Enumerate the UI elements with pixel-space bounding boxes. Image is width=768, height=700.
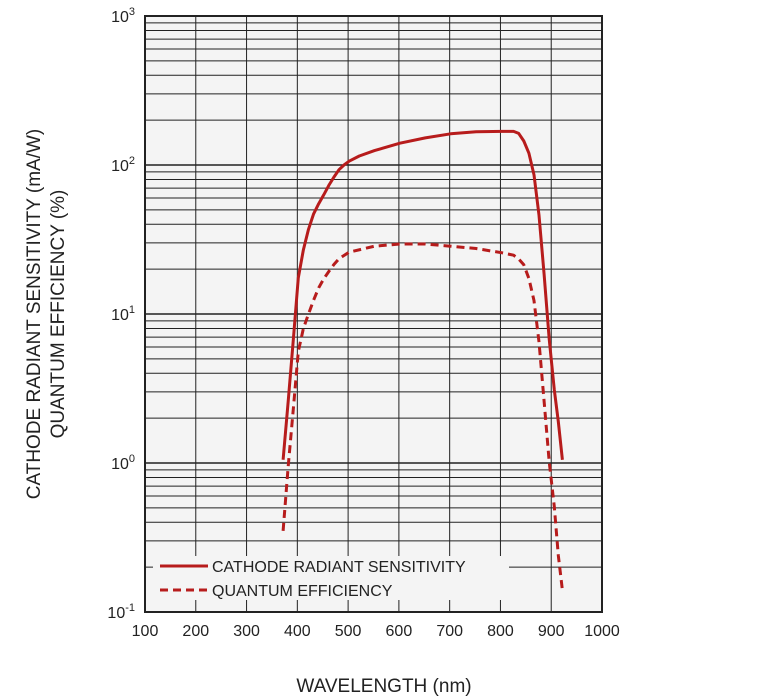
x-tick-label: 500 (335, 623, 362, 640)
y-tick-label: 100 (111, 453, 135, 473)
x-tick-label: 400 (284, 623, 311, 640)
x-tick-label: 600 (386, 623, 413, 640)
y-axis-ticks: 10-1 100 101 102 103 (107, 6, 135, 622)
y-axis-title-line-1: CATHODE RADIANT SENSITIVITY (mA/W) (24, 129, 45, 500)
x-axis-ticks: 100 200 300 400 500 600 700 800 900 1000 (132, 623, 620, 640)
x-tick-label: 200 (182, 623, 209, 640)
x-tick-label: 800 (487, 623, 514, 640)
cathode-sensitivity-line (281, 129, 564, 460)
x-tick-label: 100 (132, 623, 159, 640)
y-axis-title-line-2: QUANTUM EFFICIENCY (%) (48, 190, 69, 439)
x-axis-title: WAVELENGTH (nm) (296, 676, 471, 697)
y-tick-label: 102 (111, 155, 135, 175)
legend-label: CATHODE RADIANT SENSITIVITY (212, 559, 466, 576)
y-tick-label: 10-1 (107, 602, 135, 622)
x-tick-label: 300 (233, 623, 260, 640)
x-tick-label: 700 (436, 623, 463, 640)
legend: CATHODE RADIANT SENSITIVITY QUANTUM EFFIC… (153, 556, 509, 600)
y-tick-label: 103 (111, 6, 135, 26)
x-tick-label: 1000 (584, 623, 620, 640)
quantum-efficiency-line (281, 242, 564, 591)
series-group (281, 129, 564, 591)
y-tick-label: 101 (111, 304, 135, 324)
legend-box (153, 556, 509, 600)
x-tick-label: 900 (538, 623, 565, 640)
legend-label: QUANTUM EFFICIENCY (212, 583, 393, 600)
plot-frame (144, 15, 603, 613)
